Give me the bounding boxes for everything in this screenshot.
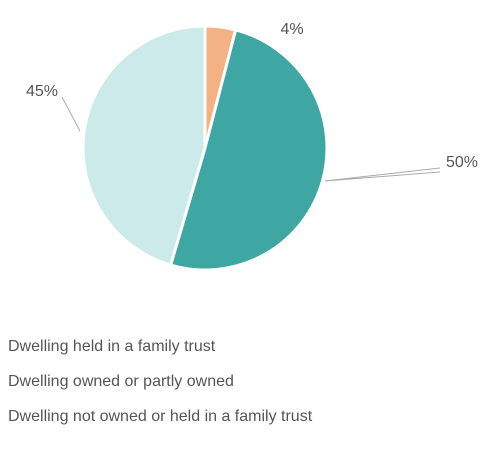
legend-label: Dwelling held in a family trust bbox=[8, 338, 216, 355]
pie-slice bbox=[81, 24, 207, 267]
leader-line bbox=[324, 167, 441, 182]
data-label: 50% bbox=[446, 154, 478, 171]
legend-label: Dwelling not owned or held in a family t… bbox=[8, 408, 313, 425]
data-label: 4% bbox=[280, 21, 303, 38]
leader-line bbox=[61, 96, 81, 132]
data-label: 45% bbox=[26, 83, 58, 100]
pie-slice bbox=[168, 28, 329, 272]
legend-label: Dwelling owned or partly owned bbox=[8, 373, 234, 390]
